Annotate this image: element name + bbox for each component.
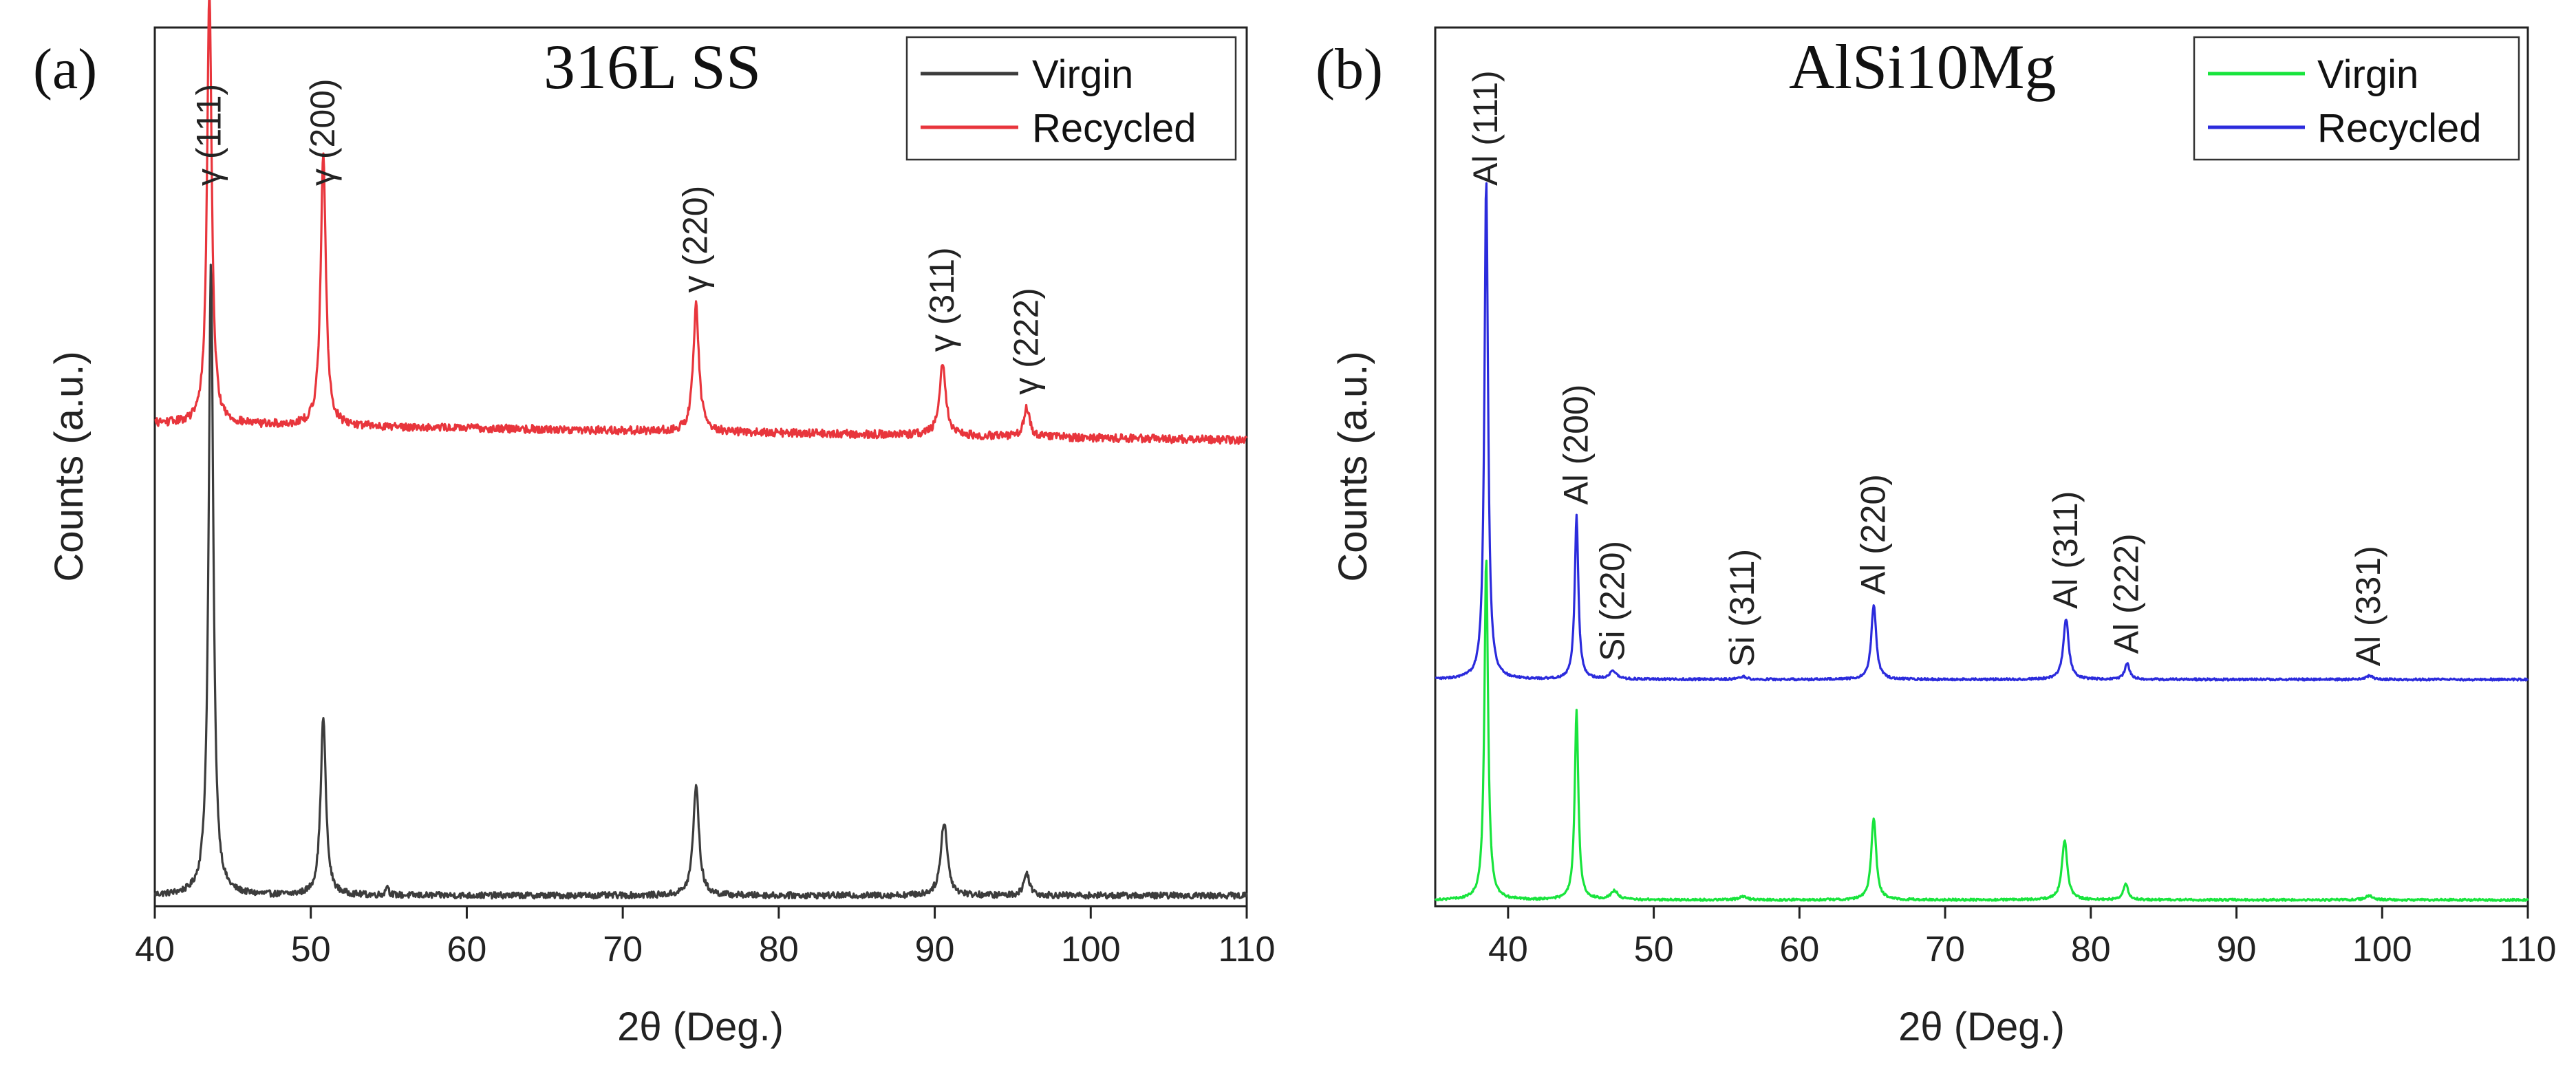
panel-b-xtick-label: 40 [1488, 930, 1528, 969]
panel-b-peak-label: Al (111) [1466, 70, 1505, 186]
panel-b-xtick-label: 80 [2071, 930, 2111, 969]
panel-a-xtick-label: 110 [1219, 930, 1276, 969]
panel-b-title: AlSi10Mg [1789, 32, 2057, 102]
panel-b-xtick-label: 70 [1925, 930, 1965, 969]
panel-a-peak-label: γ (200) [303, 78, 342, 186]
panel-a-xlabel: 2θ (Deg.) [617, 1005, 784, 1049]
panel-a-xtick-label: 70 [603, 930, 643, 969]
panel-b-peak-label: Si (220) [1593, 541, 1631, 661]
panel-a-xtick-label: 100 [1061, 930, 1121, 969]
panel-a-peak-label: γ (311) [923, 247, 961, 352]
panel-b-annotations: Al (111) Al (200) Si (220) Si (311) Al (220)… [1466, 70, 2387, 667]
panel-b-xlabel: 2θ (Deg.) [1898, 1005, 2065, 1049]
panel-a-annotations: γ (111) γ (200) γ (220) γ (311) γ (222) [189, 78, 1045, 394]
panel-b-legend: Virgin Recycled [2193, 36, 2520, 161]
panel-a-legend-box [905, 36, 1237, 161]
panel-a-ylabel: Counts (a.u.) [47, 351, 92, 581]
panel-a-xticks: 40 50 60 70 80 90 100 110 [135, 906, 1275, 969]
panel-a-trace-virgin [153, 264, 1248, 900]
panel-a-xtick-label: 80 [759, 930, 799, 969]
panel-a-peak-label: γ (222) [1007, 288, 1045, 395]
panel-a-peak-label: γ (111) [189, 84, 228, 186]
panel-a-xtick-label: 40 [135, 930, 175, 969]
panel-b-xticks: 40 50 60 70 80 90 100 110 [1488, 906, 2557, 969]
panel-b-legend-box [2193, 36, 2520, 161]
panel-b-label: (b) [1316, 37, 1383, 101]
panel-a-xtick-label: 50 [291, 930, 331, 969]
panel-b-xtick-label: 110 [2500, 930, 2557, 969]
panel-b-xtick-label: 90 [2217, 930, 2257, 969]
panel-b-xtick-label: 100 [2352, 930, 2412, 969]
panel-b-xtick-label: 60 [1779, 930, 1819, 969]
panel-b-peak-label: Al (200) [1556, 385, 1595, 505]
panel-a-xtick-label: 60 [447, 930, 487, 969]
panel-b: (b) AlSi10Mg 40 50 60 70 80 90 100 110 Al (111)… [1316, 26, 2557, 1049]
panel-a: (a) 316L SS 40 50 60 70 80 90 100 110 γ (111) γ … [33, 0, 1275, 1049]
panel-b-traces [1434, 182, 2529, 902]
panel-b-plot-frame [1434, 26, 2529, 908]
panel-a-title: 316L SS [544, 32, 761, 102]
panel-b-peak-label: Si (311) [1723, 549, 1761, 667]
panel-a-legend: Virgin Recycled [905, 36, 1237, 161]
panel-b-trace-virgin [1434, 559, 2529, 902]
panel-b-peak-label: Al (222) [2107, 533, 2146, 654]
panel-b-ylabel: Counts (a.u.) [1331, 351, 1375, 581]
panel-b-peak-label: Al (220) [1854, 474, 1892, 594]
panel-b-trace-recycled [1435, 182, 2529, 682]
panel-b-legend-recycled-label: Recycled [2317, 106, 2482, 151]
panel-a-xtick-label: 90 [915, 930, 955, 969]
panel-a-traces [153, 0, 1248, 900]
panel-a-peak-label: γ (220) [676, 186, 715, 293]
panel-b-xtick-label: 50 [1634, 930, 1674, 969]
panel-b-peak-label: Al (311) [2046, 491, 2085, 609]
panel-a-legend-virgin-label: Virgin [1032, 52, 1133, 97]
panel-a-label: (a) [33, 37, 97, 101]
panel-b-legend-virgin-label: Virgin [2317, 52, 2418, 97]
panel-b-peak-label: Al (331) [2349, 546, 2387, 666]
panel-a-trace-recycled [154, 0, 1248, 445]
panel-a-legend-recycled-label: Recycled [1032, 106, 1196, 151]
panel-a-plot-frame [153, 26, 1248, 908]
